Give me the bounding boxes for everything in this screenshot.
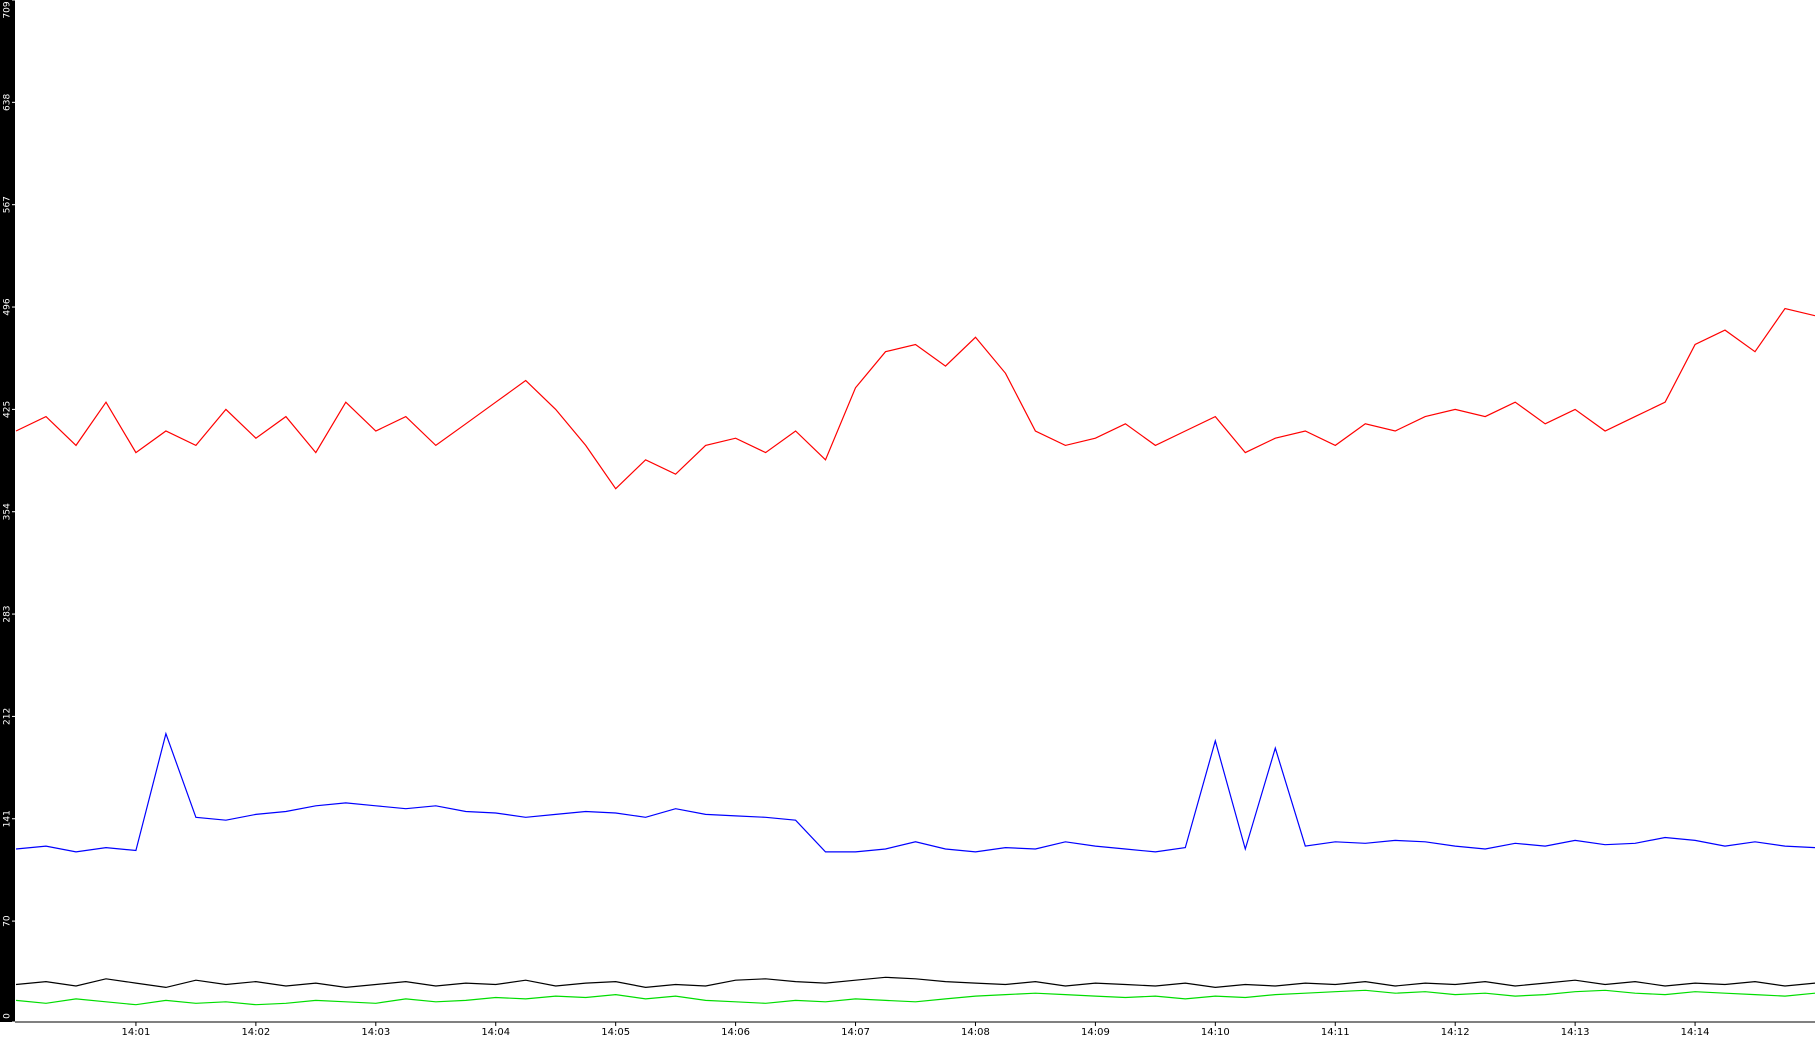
y-tick-label: 496: [3, 298, 13, 315]
x-tick-label: 14:06: [721, 1027, 750, 1038]
series-line: [15, 307, 1815, 490]
x-tick-label: 14:14: [1681, 1027, 1710, 1038]
y-tick-label: 354: [3, 503, 13, 520]
y-tick-label: 141: [3, 810, 13, 827]
x-tick-label: 14:04: [481, 1027, 510, 1038]
x-tick-label: 14:08: [961, 1027, 990, 1038]
y-tick-label: 638: [3, 93, 13, 110]
x-tick-label: 14:03: [361, 1027, 390, 1038]
y-tick-label: 709: [3, 1, 13, 18]
x-tick-label: 14:05: [601, 1027, 630, 1038]
series-line: [15, 976, 1815, 989]
x-tick-label: 14:11: [1321, 1027, 1350, 1038]
y-tick-label: 283: [3, 605, 13, 622]
x-tick-label: 14:07: [841, 1027, 870, 1038]
x-tick-label: 14:13: [1561, 1027, 1590, 1038]
y-tick-label: 425: [3, 401, 13, 418]
x-tick-label: 14:01: [122, 1027, 151, 1038]
x-tick-label: 14:12: [1441, 1027, 1470, 1038]
y-tick-label: 212: [3, 708, 13, 725]
x-tick-label: 14:10: [1201, 1027, 1230, 1038]
y-tick-label: 0: [3, 1013, 13, 1019]
y-tick-label: 567: [3, 196, 13, 213]
x-tick-label: 14:09: [1081, 1027, 1110, 1038]
series-line: [15, 989, 1815, 1006]
series-line: [15, 731, 1815, 853]
y-tick-label: 70: [3, 915, 13, 927]
y-axis-strip: [0, 0, 15, 1022]
x-tick-label: 14:02: [241, 1027, 270, 1038]
